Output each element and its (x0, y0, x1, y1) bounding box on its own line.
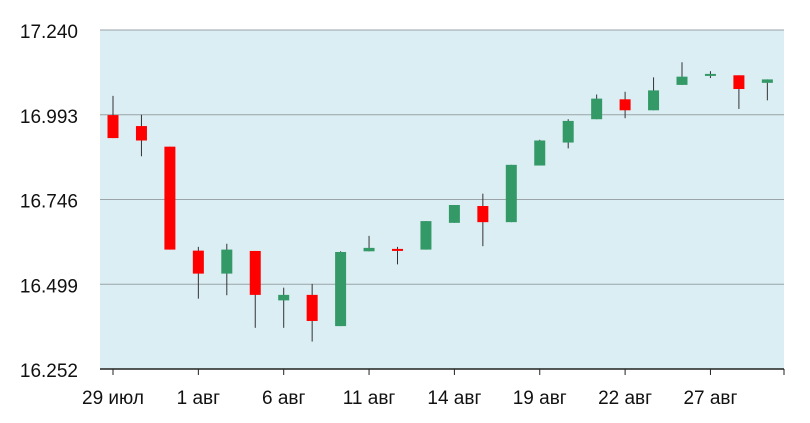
candle (249, 250, 261, 328)
y-tick-label: 16.252 (20, 361, 78, 382)
candle-body-down (192, 250, 204, 274)
candle-body-up (363, 247, 375, 252)
x-tick-label: 14 авг (427, 388, 481, 409)
candle-body-down (107, 115, 119, 139)
candle (335, 251, 347, 327)
x-tick-label: 22 авг (598, 388, 652, 409)
candle-body-up (420, 221, 432, 250)
candle-body-up (278, 294, 290, 301)
candle-body-up (562, 120, 574, 143)
candle-body-down (733, 75, 745, 90)
candle (420, 221, 432, 250)
candle (164, 146, 176, 250)
x-tick-label: 6 авг (262, 388, 306, 409)
candle (363, 235, 375, 252)
candle-body-up (591, 98, 603, 120)
candle-body-down (392, 248, 403, 251)
candle (448, 204, 460, 223)
candle-body-up (648, 90, 660, 111)
candle (676, 62, 688, 85)
candle (221, 243, 233, 296)
candle-body-down (477, 206, 489, 223)
candle (278, 287, 290, 328)
candle (648, 77, 660, 111)
candle (761, 79, 773, 101)
candle (477, 193, 489, 247)
candle (704, 71, 716, 79)
grid-lines (100, 29, 784, 285)
candle-body-down (619, 99, 631, 111)
x-tick-label: 1 авг (177, 388, 221, 409)
x-tick-label: 11 авг (343, 388, 396, 409)
x-axis-ticks: 29 июл 1 авг 6 авг 11 авг 14 авг 19 авг 22 авг… (82, 369, 785, 409)
candle-body-down (164, 146, 176, 250)
y-tick-label: 16.993 (20, 107, 78, 128)
candle-body-up (704, 73, 716, 76)
x-tick-label: 27 авг (683, 388, 737, 409)
candle-body-up (335, 251, 347, 327)
candle-body-down (306, 294, 318, 321)
candles (107, 62, 773, 342)
candle (534, 139, 546, 166)
candle (392, 246, 403, 265)
candle-body-up (761, 79, 773, 83)
candle-body-up (448, 204, 460, 223)
candle (135, 114, 147, 157)
y-tick-label: 17.240 (20, 22, 78, 43)
y-axis-tick-labels: 17.240 16.993 16.746 16.499 16.252 (20, 22, 78, 382)
candle-body-down (249, 250, 261, 295)
candle-body-up (505, 164, 517, 223)
candle (619, 91, 631, 119)
y-tick-label: 16.746 (20, 192, 78, 213)
candle (192, 246, 204, 299)
candle (306, 283, 318, 342)
candle (591, 94, 603, 120)
candle-body-down (135, 126, 147, 141)
candle (562, 119, 574, 149)
candle (733, 75, 745, 109)
y-tick-label: 16.499 (20, 276, 78, 297)
candle-body-up (676, 76, 688, 85)
candle-body-up (534, 140, 546, 166)
candle (107, 95, 119, 139)
candle-body-up (221, 249, 233, 274)
x-tick-label: 29 июл (82, 388, 144, 409)
x-tick-label: 19 авг (513, 388, 567, 409)
candle (505, 164, 517, 223)
